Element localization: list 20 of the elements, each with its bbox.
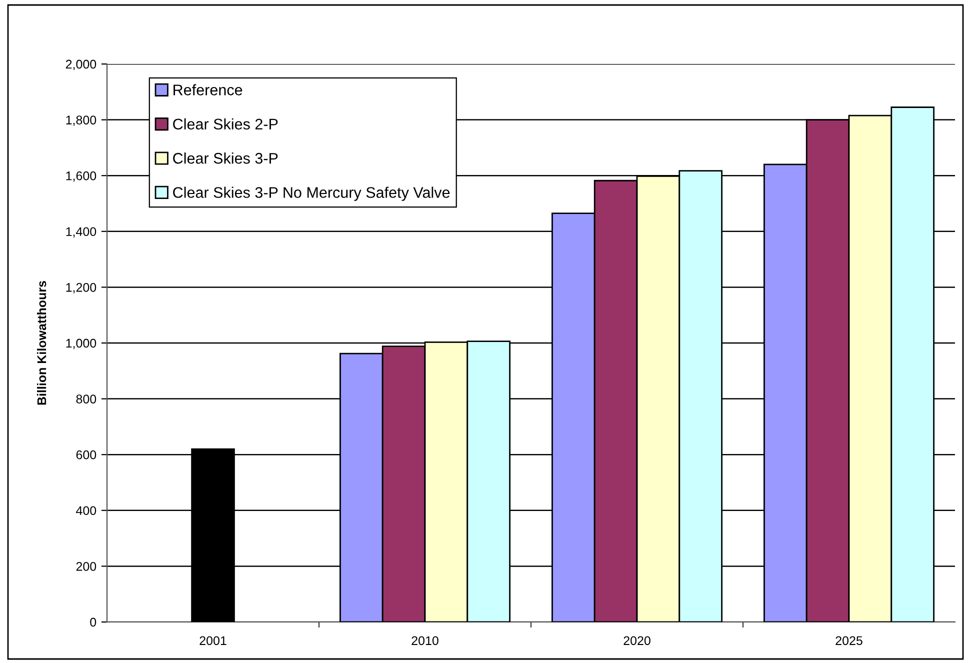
x-tick-label: 2025: [836, 636, 862, 646]
y-tick-label: 400: [76, 506, 96, 516]
x-tick-label: 2001: [200, 636, 226, 646]
y-tick-label: 1,400: [66, 227, 96, 238]
y-tick-label: 1,600: [66, 171, 96, 182]
y-tick-label: 200: [76, 562, 96, 571]
legend-label: Clear Skies 2-P: [173, 118, 278, 130]
y-tick-label: 800: [76, 394, 96, 404]
y-axis-title: Billion Kilowatthours: [36, 281, 46, 405]
legend-label: Clear Skies 3-P: [173, 152, 278, 164]
y-tick-label: 1,000: [66, 338, 96, 350]
y-tick-label: 0: [90, 618, 96, 627]
y-tick-label: 600: [76, 450, 96, 460]
legend-label: Clear Skies 3-P No Mercury Safety Valve: [173, 186, 450, 201]
x-tick-label: 2020: [624, 636, 650, 646]
y-tick-label: 1,800: [66, 116, 96, 126]
x-tick-label: 2010: [412, 636, 438, 646]
legend-label: Reference: [174, 84, 242, 96]
y-tick-label: 1,200: [66, 283, 96, 294]
y-tick-label: 2,000: [66, 60, 96, 70]
